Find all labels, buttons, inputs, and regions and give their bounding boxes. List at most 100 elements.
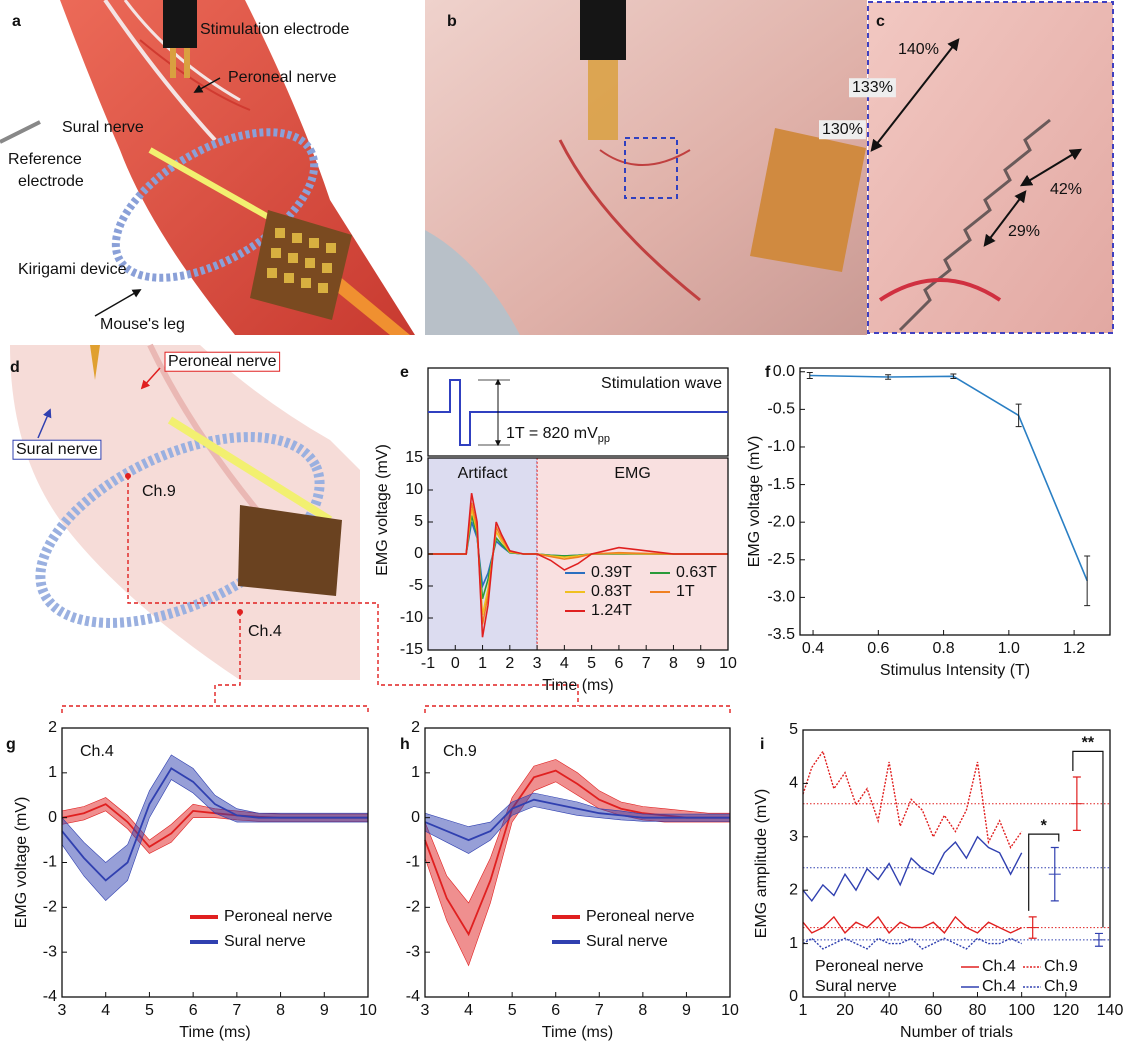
chart: 0.40.60.81.01.20.0-0.5-1.0-1.5-2.0-2.5-3… [746,363,1110,679]
y-tick-label: 4 [789,775,798,792]
y-tick-label: -4 [406,988,420,1005]
image-label: Mouse's leg [100,316,185,333]
error-bar [1016,404,1022,427]
image-label: electrode [18,173,84,190]
x-tick-label: 2 [505,655,514,672]
y-tick-label: 0 [414,545,423,562]
x-tick-label: 3 [533,655,542,672]
photo-b [425,0,867,335]
image-label: Ch.9 [142,483,176,500]
x-tick-label: 0.4 [802,640,824,657]
series-line [803,917,1022,933]
image-label: 42% [1050,181,1082,198]
y-tick-label: 0 [411,809,420,826]
plot-frame [803,730,1110,997]
y-tick-label: 2 [48,719,57,736]
x-tick-label: 10 [359,1002,377,1019]
legend-label: 0.83T [591,583,632,600]
annotation-subscript: pp [598,433,610,445]
x-tick-label: 5 [587,655,596,672]
legend-label: Peroneal nerve [224,908,333,925]
y-tick-label: -3 [43,943,57,960]
y-tick-label: -4 [43,988,57,1005]
illustration-d [10,345,360,680]
y-tick-label: -1.0 [767,438,795,455]
trace-band [425,793,730,854]
y-tick-label: -0.5 [767,401,795,418]
y-axis-title: EMG voltage (mV) [374,444,391,576]
x-axis-title: Stimulus Intensity (T) [880,662,1030,679]
y-tick-label: -1 [406,854,420,871]
legend-label: Ch.9 [1044,958,1078,975]
chart-annotation: Ch.4 [80,743,114,760]
trace-band [425,759,730,965]
y-tick-label: 0 [48,809,57,826]
legend-group: Sural nerve [815,978,897,995]
legend-label: Sural nerve [224,933,306,950]
x-tick-label: 8 [638,1002,647,1019]
y-tick-label: -15 [400,641,423,658]
panel-letter: d [10,359,20,376]
x-axis-title: Time (ms) [542,1024,613,1041]
image-label: Kirigami device [18,261,127,278]
x-axis-title: Time (ms) [542,677,613,694]
x-tick-label: 9 [696,655,705,672]
y-tick-label: 2 [411,719,420,736]
legend-label: 1T [676,583,695,600]
y-axis-title: EMG amplitude (mV) [753,789,770,938]
error-bar [1084,556,1090,606]
x-tick-label: 20 [836,1002,854,1019]
y-tick-label: -3.0 [767,589,795,606]
x-tick-label: 5 [508,1002,517,1019]
x-tick-label: 120 [1052,1002,1079,1019]
series-line [803,751,1022,847]
legend-label: Ch.4 [982,958,1016,975]
x-tick-label: 10 [721,1002,739,1019]
panel-letter: i [760,736,764,753]
x-tick-label: 4 [560,655,569,672]
y-tick-label: -5 [409,577,423,594]
y-tick-label: -10 [400,609,423,626]
y-tick-label: -1.5 [767,476,795,493]
y-tick-label: 2 [789,881,798,898]
x-tick-label: 100 [1008,1002,1035,1019]
image-label: Stimulation electrode [200,21,350,38]
y-tick-label: 0 [789,988,798,1005]
image-label: Peroneal nerve [228,69,337,86]
chart: Peroneal nerveSural nerveCh.9345678910-4… [400,719,739,1041]
chart-annotation: Ch.9 [443,743,477,760]
x-tick-label: 3 [421,1002,430,1019]
inset-title: Stimulation wave [601,375,722,392]
image-label: Peroneal nerve [168,353,277,370]
plot-frame [800,368,1110,635]
x-tick-label: 1 [478,655,487,672]
y-tick-label: 5 [414,513,423,530]
figure: Stimulation wave 1T = 820 mVpp aStimulat… [0,0,1126,1049]
x-tick-label: 4 [101,1002,110,1019]
x-tick-label: 6 [614,655,623,672]
y-tick-label: -2.5 [767,551,795,568]
y-tick-label: 1 [48,764,57,781]
x-tick-label: 7 [232,1002,241,1019]
x-tick-label: 9 [682,1002,691,1019]
legend-label: Peroneal nerve [586,908,695,925]
x-tick-label: 80 [969,1002,987,1019]
legend-label: Ch.4 [982,978,1016,995]
x-tick-label: 1 [799,1002,808,1019]
image-label: 130% [822,121,863,138]
x-tick-label: 40 [880,1002,898,1019]
y-tick-label: -2 [43,899,57,916]
inset-annotation: 1T = 820 mVpp [506,425,610,445]
x-tick-label: 9 [320,1002,329,1019]
y-tick-label: 10 [405,481,423,498]
legend-label: Ch.9 [1044,978,1078,995]
x-tick-label: 0 [451,655,460,672]
image-label: 140% [898,41,939,58]
x-tick-label: 4 [464,1002,473,1019]
legend-label: Sural nerve [586,933,668,950]
x-tick-label: 0.8 [932,640,954,657]
series-line [810,376,1087,581]
y-tick-label: 5 [789,721,798,738]
